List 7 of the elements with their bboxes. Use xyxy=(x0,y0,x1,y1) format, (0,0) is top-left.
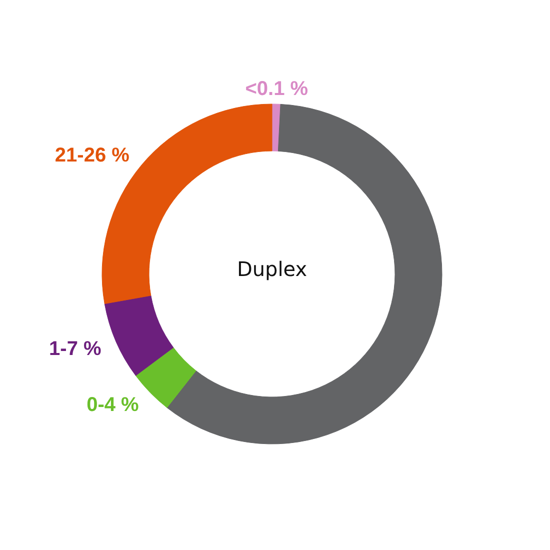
slice-label: 0-4 % xyxy=(86,394,140,416)
slice-label: <0.1 % xyxy=(245,78,308,100)
slice-label: 1-7 % xyxy=(49,338,102,360)
text: Duplex xyxy=(236,257,308,281)
donut-slice xyxy=(104,295,174,376)
donut-slice xyxy=(166,104,442,444)
slice-label: 21-26 % xyxy=(54,144,130,167)
